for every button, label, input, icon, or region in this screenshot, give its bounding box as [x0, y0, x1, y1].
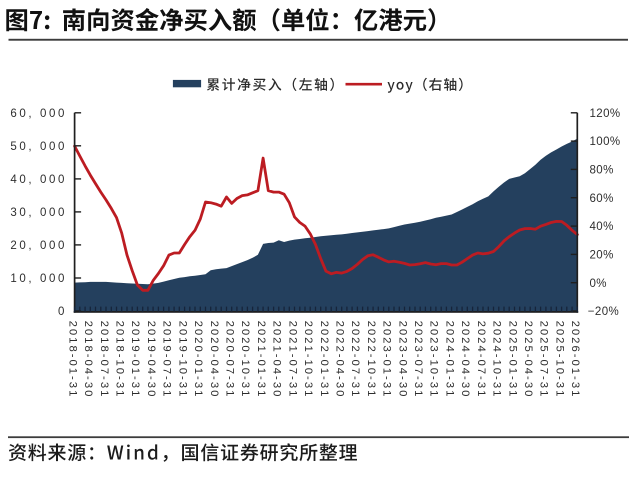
svg-text:2019-04-30: 2019-04-30: [145, 321, 157, 399]
svg-text:2018-01-31: 2018-01-31: [66, 321, 78, 399]
svg-text:2021-10-31: 2021-10-31: [302, 321, 314, 399]
svg-text:10, 000: 10, 000: [10, 273, 67, 285]
svg-text:60%: 60%: [590, 193, 614, 205]
svg-text:2019-10-31: 2019-10-31: [176, 321, 188, 399]
svg-text:−20%: −20%: [588, 306, 619, 318]
svg-text:2018-07-31: 2018-07-31: [98, 321, 110, 399]
svg-text:2023-01-31: 2023-01-31: [381, 321, 393, 399]
svg-text:2022-07-31: 2022-07-31: [349, 321, 361, 399]
svg-text:2025-10-31: 2025-10-31: [553, 321, 565, 399]
svg-text:2020-07-31: 2020-07-31: [224, 321, 236, 399]
svg-text:2024-07-31: 2024-07-31: [475, 321, 487, 399]
svg-text:2022-04-30: 2022-04-30: [334, 321, 346, 399]
svg-text:50, 000: 50, 000: [10, 141, 67, 153]
svg-text:2024-10-31: 2024-10-31: [491, 321, 503, 399]
svg-text:2018-04-30: 2018-04-30: [82, 321, 94, 399]
svg-text:120%: 120%: [590, 108, 621, 120]
svg-text:2018-10-31: 2018-10-31: [114, 321, 126, 399]
svg-text:2025-01-31: 2025-01-31: [506, 321, 518, 399]
svg-text:80%: 80%: [590, 165, 614, 177]
svg-text:2024-04-30: 2024-04-30: [459, 321, 471, 399]
svg-text:30, 000: 30, 000: [10, 207, 67, 219]
svg-text:2021-07-31: 2021-07-31: [286, 321, 298, 399]
svg-text:2025-07-31: 2025-07-31: [538, 321, 550, 399]
svg-text:60, 000: 60, 000: [10, 108, 67, 120]
svg-text:2024-01-31: 2024-01-31: [443, 321, 455, 399]
svg-text:2023-07-31: 2023-07-31: [412, 321, 424, 399]
svg-text:2025-04-30: 2025-04-30: [522, 321, 534, 399]
svg-text:2019-07-31: 2019-07-31: [161, 321, 173, 399]
svg-text:40, 000: 40, 000: [10, 174, 67, 186]
svg-text:2023-10-31: 2023-10-31: [428, 321, 440, 399]
svg-text:20%: 20%: [590, 250, 614, 262]
svg-text:2019-01-31: 2019-01-31: [129, 321, 141, 399]
svg-text:100%: 100%: [590, 136, 621, 148]
svg-text:2023-04-30: 2023-04-30: [396, 321, 408, 399]
svg-text:2022-10-31: 2022-10-31: [365, 321, 377, 399]
svg-text:20, 000: 20, 000: [10, 240, 67, 252]
svg-text:2021-04-30: 2021-04-30: [271, 321, 283, 399]
svg-text:2020-01-31: 2020-01-31: [192, 321, 204, 399]
svg-text:2026-01-31: 2026-01-31: [569, 321, 581, 399]
svg-text:0%: 0%: [590, 278, 607, 290]
svg-text:0: 0: [58, 306, 67, 318]
svg-text:2022-01-31: 2022-01-31: [318, 321, 330, 399]
svg-text:40%: 40%: [590, 221, 614, 233]
svg-text:2020-10-31: 2020-10-31: [239, 321, 251, 399]
svg-text:2021-01-31: 2021-01-31: [255, 321, 267, 399]
svg-text:2020-04-30: 2020-04-30: [208, 321, 220, 399]
